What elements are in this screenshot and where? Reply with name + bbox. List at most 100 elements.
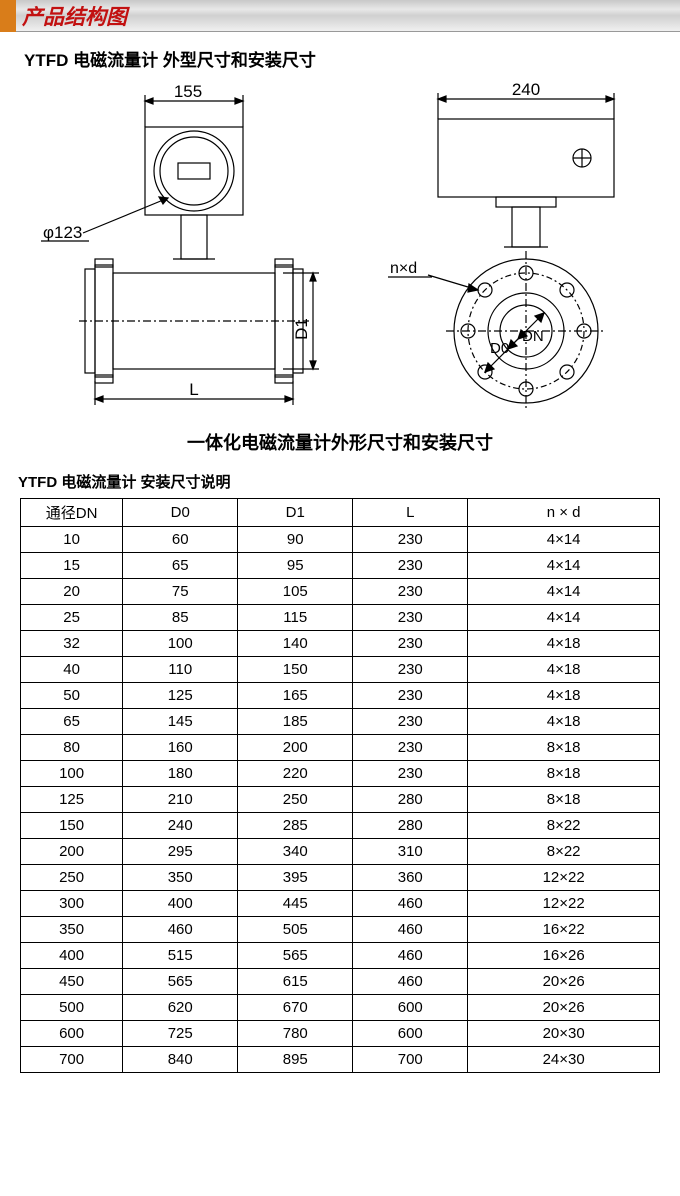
table-cell: 4×14 bbox=[468, 579, 660, 605]
table-cell: 280 bbox=[353, 813, 468, 839]
table-cell: 185 bbox=[238, 709, 353, 735]
table-cell: 145 bbox=[123, 709, 238, 735]
section-title: YTFD 电磁流量计 外型尺寸和安装尺寸 bbox=[24, 46, 680, 71]
table-cell: 230 bbox=[353, 683, 468, 709]
table-cell: 150 bbox=[21, 813, 123, 839]
table-cell: 65 bbox=[123, 553, 238, 579]
table-cell: 32 bbox=[21, 631, 123, 657]
table-cell: 725 bbox=[123, 1021, 238, 1047]
table-cell: 16×26 bbox=[468, 943, 660, 969]
table-cell: 200 bbox=[21, 839, 123, 865]
table-cell: 460 bbox=[353, 891, 468, 917]
table-cell: 105 bbox=[238, 579, 353, 605]
table-cell: 10 bbox=[21, 527, 123, 553]
table-cell: 16×22 bbox=[468, 917, 660, 943]
table-cell: 400 bbox=[21, 943, 123, 969]
table-header-cell: D0 bbox=[123, 499, 238, 527]
table-cell: 620 bbox=[123, 995, 238, 1021]
table-row: 401101502304×18 bbox=[21, 657, 660, 683]
table-cell: 25 bbox=[21, 605, 123, 631]
table-row: 40051556546016×26 bbox=[21, 943, 660, 969]
dim-240: 240 bbox=[511, 83, 539, 99]
table-cell: 250 bbox=[238, 787, 353, 813]
table-row: 70084089570024×30 bbox=[21, 1047, 660, 1073]
table-cell: 110 bbox=[123, 657, 238, 683]
table-cell: 400 bbox=[123, 891, 238, 917]
table-cell: 50 bbox=[21, 683, 123, 709]
table-cell: 240 bbox=[123, 813, 238, 839]
table-cell: 445 bbox=[238, 891, 353, 917]
table-cell: 295 bbox=[123, 839, 238, 865]
table-cell: 340 bbox=[238, 839, 353, 865]
table-row: 2002953403108×22 bbox=[21, 839, 660, 865]
table-cell: 4×18 bbox=[468, 657, 660, 683]
table-cell: 230 bbox=[353, 527, 468, 553]
table-cell: 100 bbox=[21, 761, 123, 787]
table-cell: 90 bbox=[238, 527, 353, 553]
side-view-diagram: 240 bbox=[378, 83, 648, 413]
table-cell: 100 bbox=[123, 631, 238, 657]
table-row: 321001402304×18 bbox=[21, 631, 660, 657]
header-title: 产品结构图 bbox=[22, 1, 127, 31]
table-cell: 75 bbox=[123, 579, 238, 605]
header-accent bbox=[0, 0, 16, 32]
table-cell: 600 bbox=[21, 1021, 123, 1047]
table-cell: 250 bbox=[21, 865, 123, 891]
diagram-caption: 一体化电磁流量计外形尺寸和安装尺寸 bbox=[0, 429, 680, 455]
table-cell: 20 bbox=[21, 579, 123, 605]
table-header-row: 通径DND0D1Ln × d bbox=[21, 499, 660, 527]
table-cell: 80 bbox=[21, 735, 123, 761]
dimensions-table: 通径DND0D1Ln × d 1060902304×141565952304×1… bbox=[20, 498, 660, 1073]
table-body: 1060902304×141565952304×1420751052304×14… bbox=[21, 527, 660, 1073]
table-cell: 140 bbox=[238, 631, 353, 657]
table-cell: 60 bbox=[123, 527, 238, 553]
table-header-cell: D1 bbox=[238, 499, 353, 527]
table-cell: 12×22 bbox=[468, 891, 660, 917]
dim-phi123: φ123 bbox=[43, 223, 82, 242]
table-cell: 115 bbox=[238, 605, 353, 631]
table-cell: 20×26 bbox=[468, 969, 660, 995]
table-cell: 360 bbox=[353, 865, 468, 891]
dim-d1: D1 bbox=[292, 318, 311, 340]
table-cell: 350 bbox=[123, 865, 238, 891]
table-cell: 125 bbox=[123, 683, 238, 709]
table-cell: 180 bbox=[123, 761, 238, 787]
table-cell: 4×14 bbox=[468, 527, 660, 553]
dim-d0: D0 bbox=[490, 340, 509, 357]
table-cell: 15 bbox=[21, 553, 123, 579]
table-row: 1252102502808×18 bbox=[21, 787, 660, 813]
table-row: 1565952304×14 bbox=[21, 553, 660, 579]
table-row: 25851152304×14 bbox=[21, 605, 660, 631]
table-cell: 505 bbox=[238, 917, 353, 943]
table-row: 30040044546012×22 bbox=[21, 891, 660, 917]
table-cell: 125 bbox=[21, 787, 123, 813]
table-cell: 230 bbox=[353, 553, 468, 579]
table-cell: 460 bbox=[353, 969, 468, 995]
table-cell: 450 bbox=[21, 969, 123, 995]
table-cell: 4×18 bbox=[468, 683, 660, 709]
table-cell: 615 bbox=[238, 969, 353, 995]
table-cell: 95 bbox=[238, 553, 353, 579]
table-cell: 310 bbox=[353, 839, 468, 865]
table-row: 60072578060020×30 bbox=[21, 1021, 660, 1047]
table-cell: 20×30 bbox=[468, 1021, 660, 1047]
table-cell: 200 bbox=[238, 735, 353, 761]
table-cell: 24×30 bbox=[468, 1047, 660, 1073]
table-cell: 280 bbox=[353, 787, 468, 813]
table-cell: 230 bbox=[353, 657, 468, 683]
dim-l: L bbox=[189, 380, 198, 399]
table-cell: 230 bbox=[353, 631, 468, 657]
table-row: 501251652304×18 bbox=[21, 683, 660, 709]
table-cell: 515 bbox=[123, 943, 238, 969]
table-cell: 40 bbox=[21, 657, 123, 683]
table-cell: 285 bbox=[238, 813, 353, 839]
table-cell: 150 bbox=[238, 657, 353, 683]
table-cell: 895 bbox=[238, 1047, 353, 1073]
table-row: 651451852304×18 bbox=[21, 709, 660, 735]
table-cell: 210 bbox=[123, 787, 238, 813]
table-cell: 600 bbox=[353, 1021, 468, 1047]
table-row: 50062067060020×26 bbox=[21, 995, 660, 1021]
table-row: 1001802202308×18 bbox=[21, 761, 660, 787]
table-cell: 600 bbox=[353, 995, 468, 1021]
diagram-row: 155 φ123 bbox=[0, 79, 680, 421]
